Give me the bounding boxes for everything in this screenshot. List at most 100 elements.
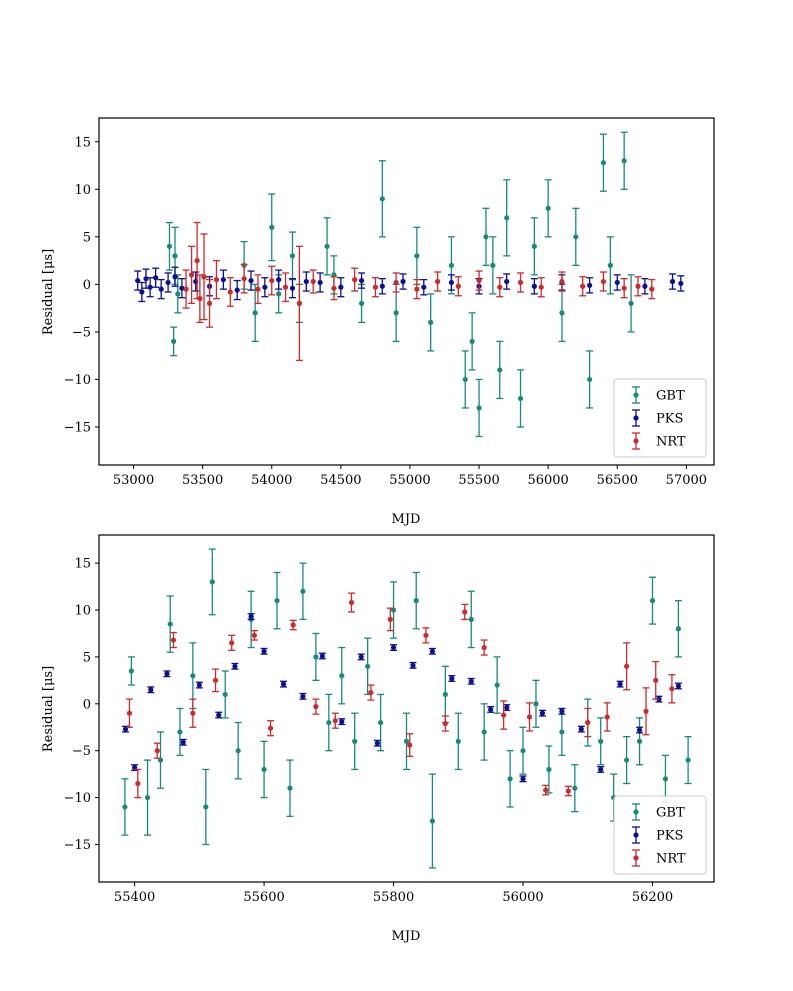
data-point-nrt [240, 263, 248, 294]
data-point-gbt [599, 133, 607, 192]
marker [171, 338, 177, 345]
data-point-pks [147, 686, 155, 694]
data-point-gbt [166, 595, 174, 653]
data-point-pks [558, 707, 566, 715]
marker [429, 648, 435, 654]
marker [165, 279, 171, 286]
marker [188, 272, 195, 278]
data-point-nrt [413, 278, 421, 300]
data-point-gbt [325, 693, 333, 752]
data-point-pks [586, 277, 594, 294]
marker [448, 279, 455, 286]
data-point-pks [338, 718, 346, 726]
data-point-pks [138, 281, 146, 303]
data-point-nrt [196, 274, 204, 324]
marker [628, 300, 634, 306]
marker [166, 243, 173, 249]
data-point-nrt [188, 245, 196, 305]
data-point-gbt [475, 378, 483, 438]
data-point-nrt [517, 272, 525, 293]
data-point-nrt [267, 720, 275, 737]
data-point-nrt [153, 742, 161, 759]
marker [393, 310, 399, 316]
data-point-gbt [571, 764, 579, 813]
marker [143, 276, 149, 282]
data-point-nrt [500, 700, 508, 730]
marker [429, 818, 435, 824]
data-point-gbt [176, 707, 184, 757]
data-point-pks [195, 681, 203, 689]
marker [531, 283, 537, 289]
data-point-gbt [170, 326, 178, 357]
marker [504, 704, 510, 711]
data-point-pks [674, 682, 682, 690]
data-point-pks [280, 680, 287, 688]
marker [517, 279, 524, 286]
data-point-gbt [649, 576, 656, 625]
data-point-nrt [295, 245, 303, 362]
marker [319, 653, 325, 659]
marker [413, 598, 419, 604]
data-point-nrt [623, 642, 631, 691]
marker [167, 621, 173, 627]
data-point-nrt [330, 276, 338, 301]
legend-label: GBT [656, 389, 685, 404]
marker [546, 766, 552, 773]
data-point-nrt [422, 627, 430, 644]
data-point-pks [487, 705, 495, 713]
data-point-gbt [299, 562, 307, 621]
data-point-gbt [427, 293, 435, 352]
data-point-nrt [392, 272, 400, 293]
data-point-pks [261, 277, 269, 298]
marker [154, 748, 160, 754]
data-point-pks [247, 270, 255, 291]
series-nrt [182, 221, 656, 362]
data-point-nrt [125, 698, 133, 728]
data-point-gbt [506, 750, 514, 808]
y-tick-label: −5 [72, 744, 91, 759]
data-point-nrt [182, 269, 190, 309]
data-point-pks [157, 278, 165, 300]
marker [607, 262, 613, 268]
data-point-pks [357, 653, 365, 661]
marker [147, 284, 153, 290]
marker [317, 279, 323, 286]
marker [449, 675, 455, 682]
data-point-nrt [289, 619, 297, 631]
top-panel-frame [98, 117, 715, 466]
marker [358, 654, 364, 660]
marker [572, 785, 578, 791]
data-point-pks [179, 738, 187, 746]
legend-box [613, 378, 707, 458]
marker [481, 644, 487, 651]
marker [177, 729, 183, 735]
marker [587, 376, 593, 383]
marker [490, 262, 496, 268]
data-point-gbt [221, 670, 229, 719]
marker [378, 719, 384, 726]
marker [296, 300, 302, 306]
marker [372, 284, 379, 290]
data-point-pks [467, 677, 475, 685]
data-point-pks [337, 277, 345, 298]
marker [497, 284, 503, 290]
marker [675, 626, 681, 632]
marker [462, 609, 468, 615]
marker [455, 738, 461, 744]
data-point-gbt [165, 221, 173, 271]
marker [469, 338, 475, 345]
marker [209, 579, 215, 585]
marker [339, 673, 345, 679]
data-point-gbt [606, 236, 614, 295]
data-point-gbt [251, 283, 259, 343]
marker [179, 285, 185, 291]
marker [559, 310, 565, 316]
marker [442, 691, 448, 698]
data-point-gbt [530, 217, 538, 276]
y-tick-label: 10 [74, 604, 91, 619]
marker [675, 683, 681, 689]
marker [310, 278, 316, 285]
data-point-gbt [503, 179, 511, 257]
marker [170, 637, 177, 643]
data-point-gbt [572, 207, 580, 267]
